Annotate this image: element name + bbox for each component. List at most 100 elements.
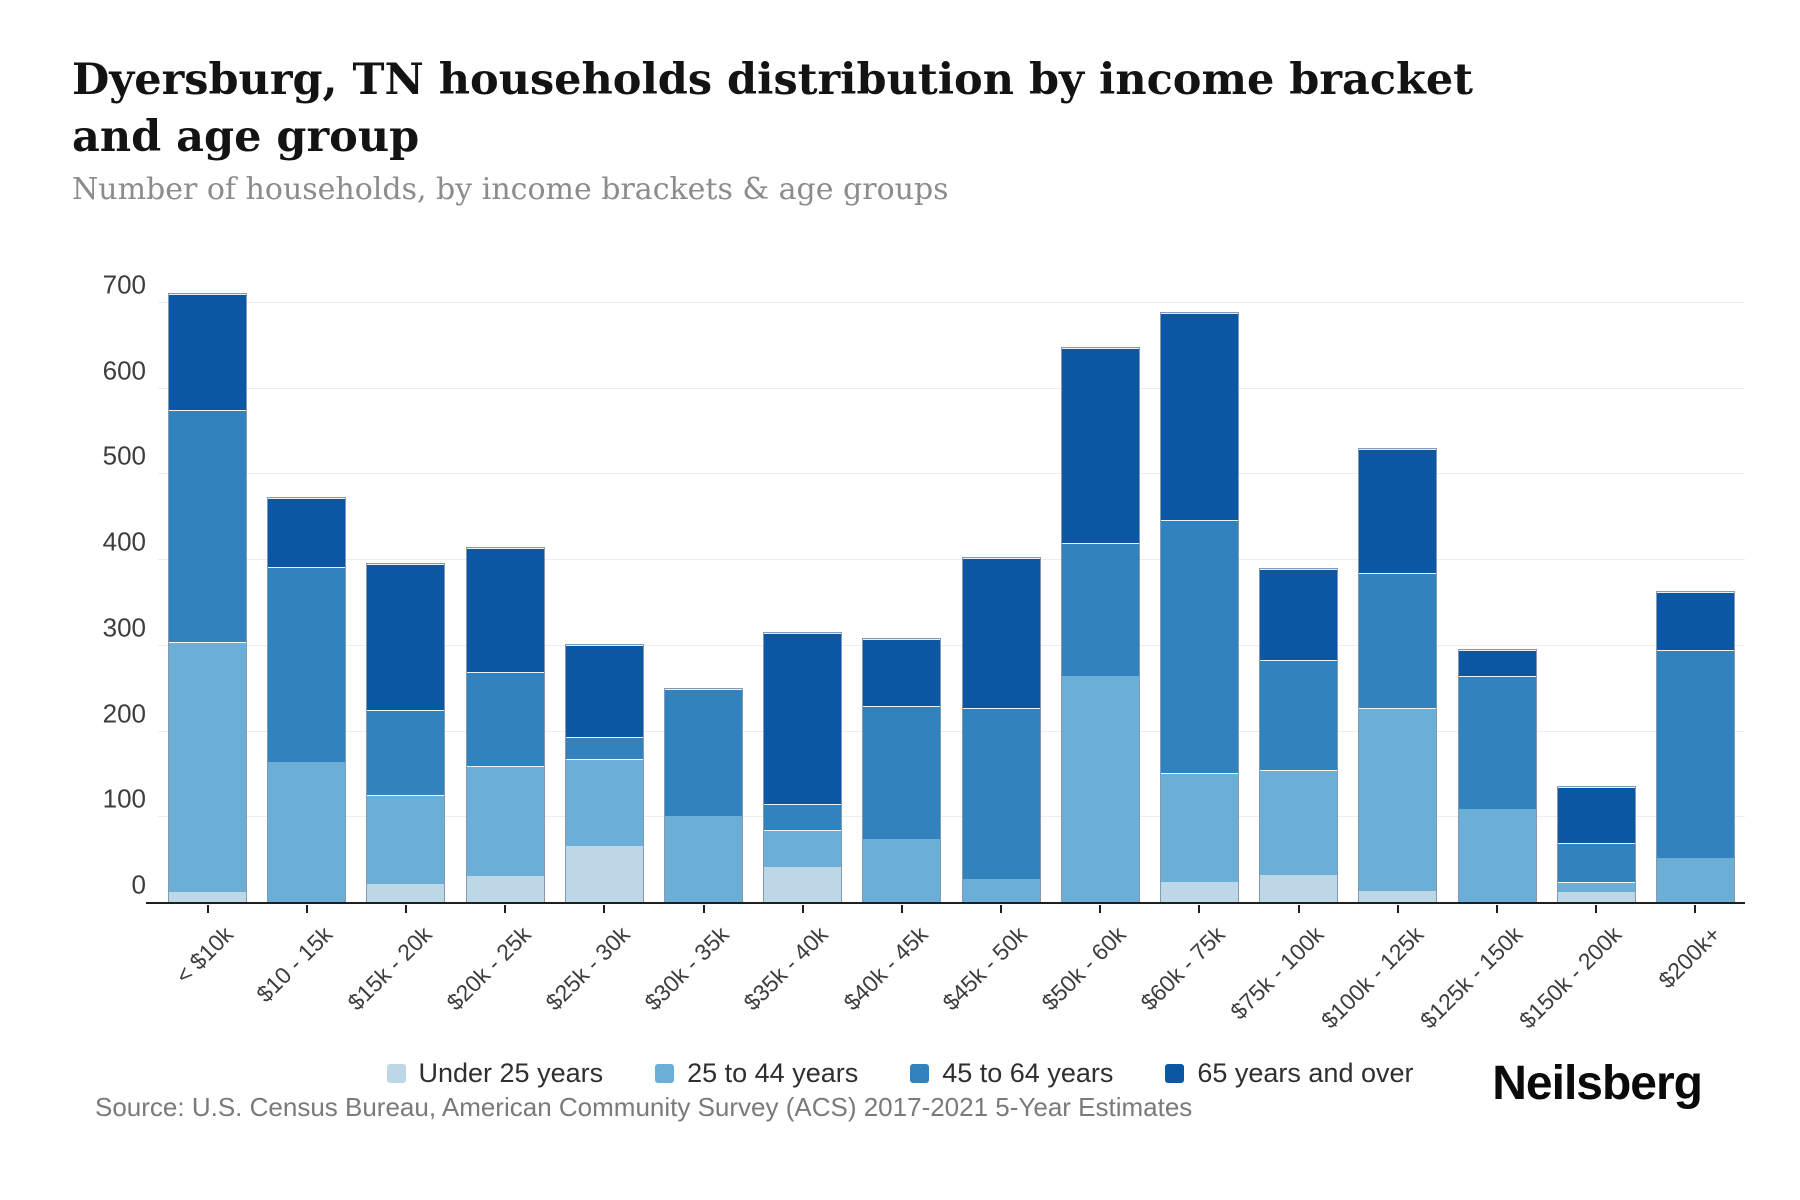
x-axis-tick [1396,905,1399,913]
bar-segment[interactable] [1260,770,1338,875]
bar-segment[interactable] [1359,707,1437,891]
bar-segment[interactable] [1160,881,1238,903]
bar-segment[interactable] [466,876,544,903]
bar-segment[interactable] [764,867,842,903]
y-axis-tick-label: 100 [102,783,146,814]
bar-segment[interactable] [1260,568,1338,661]
legend-item[interactable]: 65 years and over [1165,1058,1414,1089]
stacked-bar[interactable] [862,638,942,904]
bar-segment[interactable] [466,765,544,877]
bar-segment[interactable] [1557,891,1635,903]
stacked-bar[interactable] [1259,567,1339,905]
y-axis-tick-label: 500 [102,440,146,471]
stacked-bar[interactable] [1358,447,1438,905]
bar-slot: $50k - 60k [1036,303,1150,1015]
bar-segment[interactable] [1061,543,1139,676]
bar-segment[interactable] [565,759,643,846]
stacked-bar[interactable] [366,563,446,904]
bar-segment[interactable] [1656,650,1734,858]
stacked-bar[interactable] [1457,649,1537,904]
bar-segment[interactable] [863,838,941,903]
legend-item[interactable]: 45 to 64 years [910,1058,1113,1089]
x-axis-tick [504,905,507,913]
bar-segment[interactable] [863,639,941,706]
x-axis-tick [1694,905,1697,913]
bar-segment[interactable] [367,884,445,903]
bar-segment[interactable] [1260,874,1338,903]
stacked-bar[interactable] [267,496,347,905]
stacked-bar[interactable] [664,687,744,905]
bar-segment[interactable] [962,879,1040,903]
stacked-bar[interactable] [564,644,644,904]
bar-segment[interactable] [1160,519,1238,773]
bar-segment[interactable] [1160,772,1238,882]
bar-segment[interactable] [1160,313,1238,520]
bar-segment[interactable] [466,671,544,766]
bar-segment[interactable] [565,736,643,760]
x-axis-tick-label: $200k+ [1653,921,1726,994]
y-axis-tick-label: 200 [102,698,146,729]
bar-segment[interactable] [764,633,842,805]
bar-segment[interactable] [764,804,842,831]
x-axis-line [146,902,1745,904]
bar-segment[interactable] [1458,675,1536,809]
bar-segment[interactable] [268,567,346,762]
legend-item[interactable]: 25 to 44 years [655,1058,858,1089]
bar-segment[interactable] [367,564,445,711]
bar-segment[interactable] [466,548,544,672]
stacked-bar[interactable] [961,557,1041,904]
stacked-bar[interactable] [1060,347,1140,904]
bar-segment[interactable] [169,891,247,903]
bar-segment[interactable] [169,294,247,411]
bar-segment[interactable] [1557,787,1635,844]
gridline [158,387,1745,389]
bar-segment[interactable] [1557,881,1635,892]
bar-segment[interactable] [565,645,643,737]
bar-segment[interactable] [1656,591,1734,651]
page-title: Dyersburg, TN households distribution by… [72,55,1474,162]
bar-segment[interactable] [1061,675,1139,903]
stacked-bar[interactable] [1556,786,1636,904]
bar-segment[interactable] [1458,808,1536,903]
stacked-bar[interactable] [465,547,545,904]
bar-segment[interactable] [1260,660,1338,771]
bar-slot: $60k - 75k [1136,303,1249,1015]
x-axis-tick-label: $30k - 35k [639,921,734,1016]
bar-segment[interactable] [1557,843,1635,882]
bar-segment[interactable] [169,410,247,642]
x-axis-tick [1297,905,1300,913]
bar-segment[interactable] [268,761,346,903]
stacked-bar[interactable] [1655,590,1735,905]
bar-segment[interactable] [863,705,941,839]
bar-slot: < $10k [158,293,257,989]
bar-segment[interactable] [1656,857,1734,903]
bar-segment[interactable] [565,845,643,903]
bar-segment[interactable] [665,815,743,903]
y-axis-tick-label: 0 [131,869,146,900]
bar-segment[interactable] [962,707,1040,879]
bar-segment[interactable] [367,710,445,796]
stacked-bar[interactable] [763,632,843,904]
page-subtitle: Number of households, by income brackets… [72,172,949,207]
bar-segment[interactable] [1061,348,1139,544]
legend-item[interactable]: Under 25 years [386,1058,603,1089]
x-axis-tick [305,905,308,913]
bar-segment[interactable] [1359,573,1437,708]
bar-segment[interactable] [962,558,1040,708]
bar-segment[interactable] [665,688,743,816]
x-axis-tick [206,905,209,913]
bar-segment[interactable] [268,497,346,568]
bar-segment[interactable] [367,795,445,885]
bar-segment[interactable] [1359,891,1437,903]
stacked-bar[interactable] [168,293,248,904]
stacked-bar[interactable] [1159,312,1239,904]
x-axis-tick-label: $150k - 200k [1514,921,1627,1034]
x-axis-tick-label: $100k - 125k [1315,921,1429,1034]
legend: Under 25 years 25 to 44 years 45 to 64 yea… [0,1058,1800,1089]
bar-segment[interactable] [1458,650,1536,676]
legend-swatch [655,1064,675,1083]
bar-segment[interactable] [764,830,842,867]
bar-segment[interactable] [1359,448,1437,574]
bar-segment[interactable] [169,641,247,892]
bar-slot: $125k - 150k [1415,303,1546,1033]
